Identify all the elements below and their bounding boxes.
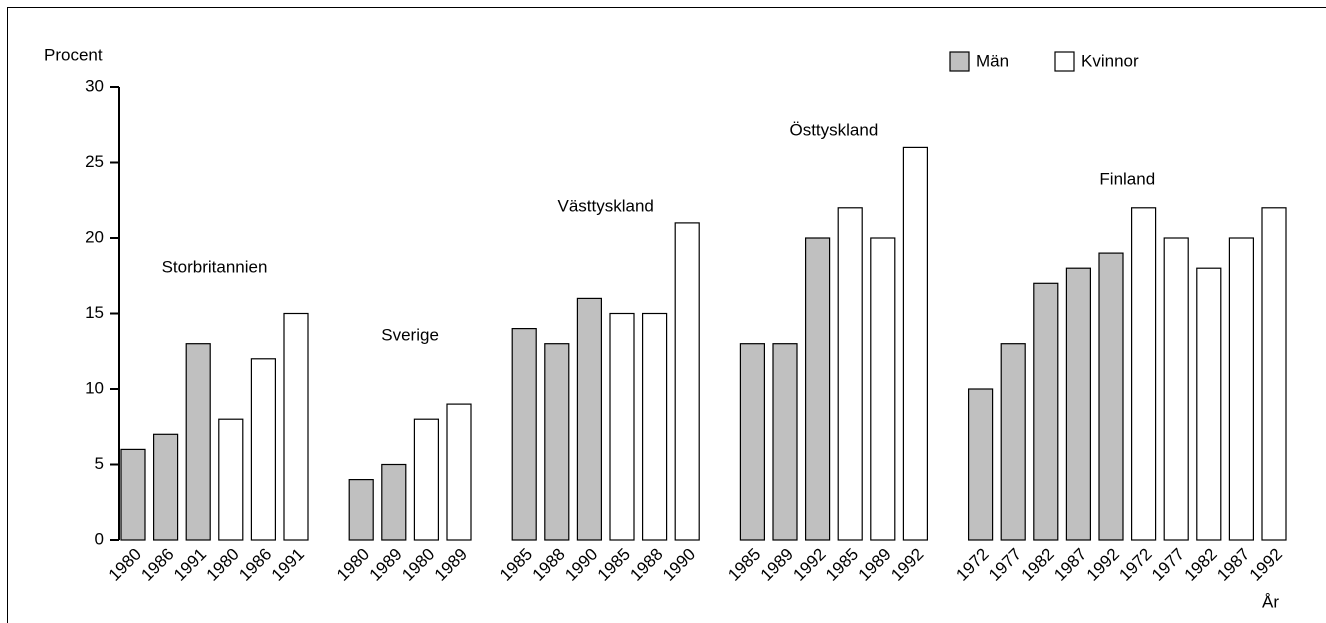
x-tick-label: 1992	[1246, 545, 1286, 585]
y-axis-label: Procent	[44, 45, 103, 64]
x-tick-label: 1989	[366, 545, 406, 585]
legend-swatch	[1054, 51, 1075, 72]
x-tick-label: 1990	[561, 545, 601, 585]
x-tick-label: 1990	[659, 545, 699, 585]
y-tick-label: 25	[85, 152, 104, 171]
x-tick-label: 1989	[431, 545, 471, 585]
x-tick-label: 1985	[594, 545, 634, 585]
bar	[1000, 343, 1026, 541]
bar	[1261, 207, 1287, 541]
x-tick-label: 1980	[333, 545, 373, 585]
legend-label: Män	[976, 51, 1009, 70]
x-tick-label: 1987	[1213, 545, 1253, 585]
y-tick-label: 5	[95, 454, 104, 473]
group-label: Östtyskland	[789, 120, 878, 139]
x-tick-label: 1988	[626, 545, 666, 585]
x-tick-label: 1977	[985, 545, 1025, 585]
y-tick-label: 30	[85, 76, 104, 95]
x-tick-label: 1987	[1050, 545, 1090, 585]
bar	[870, 237, 896, 541]
x-tick-label: 1992	[1083, 545, 1123, 585]
x-tick-label: 1980	[203, 545, 243, 585]
bar	[1065, 267, 1092, 541]
bar	[250, 358, 276, 541]
frame	[7, 7, 1326, 623]
bar	[1098, 252, 1124, 541]
x-tick-label: 1977	[1148, 545, 1188, 585]
y-tick-label: 0	[95, 529, 104, 548]
bar	[446, 403, 472, 541]
bar	[804, 237, 831, 541]
bar	[413, 418, 439, 541]
bar	[283, 312, 309, 541]
group-label: Sverige	[381, 325, 439, 344]
legend-label: Kvinnor	[1081, 51, 1139, 70]
bar	[772, 343, 798, 541]
x-tick-label: 1972	[1115, 545, 1155, 585]
bar	[674, 222, 700, 541]
bar	[837, 207, 863, 541]
bar	[1196, 267, 1222, 541]
bar	[1033, 282, 1059, 541]
bar	[381, 463, 407, 541]
bar	[544, 343, 570, 541]
x-tick-label: 1985	[822, 545, 862, 585]
y-tick-label: 20	[85, 227, 104, 246]
x-tick-label: 1982	[1018, 545, 1058, 585]
bar	[185, 343, 211, 541]
x-tick-label: 1992	[789, 545, 829, 585]
bar	[120, 448, 146, 541]
x-tick-label: 1980	[105, 545, 145, 585]
x-tick-label: 1972	[952, 545, 992, 585]
legend-swatch	[949, 51, 970, 72]
bar	[641, 312, 668, 541]
x-tick-label: 1986	[235, 545, 275, 585]
bar	[1130, 207, 1157, 541]
x-tick-label: 1982	[1181, 545, 1221, 585]
bar	[609, 312, 635, 541]
group-label: Storbritannien	[162, 257, 268, 276]
x-tick-label: 1991	[268, 545, 308, 585]
y-tick-label: 15	[85, 303, 104, 322]
x-tick-label: 1986	[137, 545, 177, 585]
bar	[153, 433, 179, 541]
x-tick-label: 1985	[724, 545, 764, 585]
group-label: Västtyskland	[558, 196, 654, 215]
x-axis-label: År	[1262, 592, 1279, 611]
group-label: Finland	[1099, 169, 1155, 188]
bar	[218, 418, 244, 541]
x-tick-label: 1988	[529, 545, 569, 585]
x-tick-label: 1980	[398, 545, 438, 585]
y-tick-label: 10	[85, 378, 104, 397]
x-tick-label: 1992	[887, 545, 927, 585]
x-tick-label: 1989	[855, 545, 895, 585]
bar	[348, 479, 374, 541]
bar	[1228, 237, 1255, 541]
x-tick-label: 1989	[757, 545, 797, 585]
bar	[739, 343, 766, 541]
x-tick-label: 1985	[496, 545, 536, 585]
bar	[576, 297, 603, 541]
bar	[967, 388, 994, 541]
bar	[902, 146, 929, 541]
bar	[1163, 237, 1189, 541]
x-tick-label: 1991	[170, 545, 210, 585]
bar	[511, 328, 537, 541]
